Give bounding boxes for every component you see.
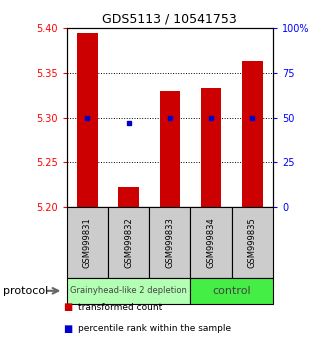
Bar — [160, 91, 180, 207]
Text: GSM999834: GSM999834 — [206, 217, 216, 268]
Text: ■: ■ — [63, 324, 73, 333]
Bar — [118, 187, 139, 207]
Bar — [242, 61, 263, 207]
Bar — [77, 33, 98, 207]
Text: transformed count: transformed count — [78, 303, 163, 312]
Text: GSM999835: GSM999835 — [248, 217, 257, 268]
Text: protocol: protocol — [3, 286, 49, 296]
Text: control: control — [212, 286, 251, 296]
Text: GSM999831: GSM999831 — [83, 217, 92, 268]
Title: GDS5113 / 10541753: GDS5113 / 10541753 — [103, 13, 237, 26]
Text: GSM999832: GSM999832 — [124, 217, 133, 268]
Text: percentile rank within the sample: percentile rank within the sample — [78, 324, 231, 333]
Text: ■: ■ — [63, 302, 73, 312]
Bar — [201, 88, 221, 207]
Text: Grainyhead-like 2 depletion: Grainyhead-like 2 depletion — [70, 286, 187, 295]
Text: GSM999833: GSM999833 — [165, 217, 174, 268]
